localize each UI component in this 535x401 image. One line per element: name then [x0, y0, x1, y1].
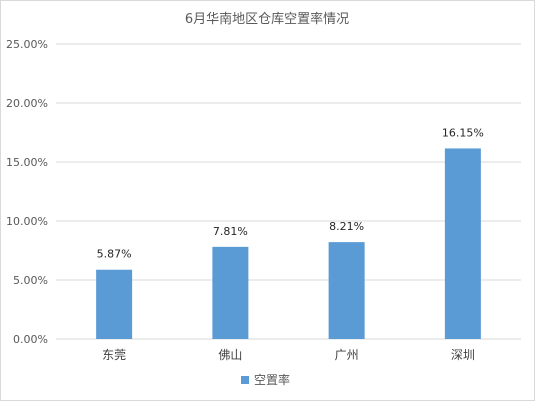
legend-label: 空置率 [254, 372, 290, 387]
bar [444, 148, 481, 339]
data-labels: 5.87% 7.81% 8.21% 16.15% [97, 126, 484, 260]
grid-lines [56, 43, 521, 340]
y-tick-label: 5.00% [13, 274, 48, 287]
y-tick-label: 25.00% [6, 38, 48, 51]
legend-swatch [241, 376, 249, 384]
category-label: 东莞 [102, 348, 126, 362]
y-tick-label: 10.00% [6, 215, 48, 228]
legend: 空置率 [241, 372, 290, 387]
y-tick-label: 20.00% [6, 97, 48, 110]
data-label: 8.21% [329, 220, 364, 233]
category-label: 广州 [335, 348, 359, 362]
data-label: 7.81% [213, 225, 248, 238]
y-axis-tick-labels: 0.00% 5.00% 10.00% 15.00% 20.00% 25.00% [6, 38, 48, 346]
bars [96, 148, 481, 339]
category-label: 佛山 [218, 348, 242, 362]
x-axis-category-labels: 东莞 佛山 广州 深圳 [102, 348, 475, 362]
bar [96, 269, 133, 339]
chart-title: 6月华南地区仓库空置率情况 [185, 11, 349, 27]
bar [212, 246, 249, 339]
data-label: 5.87% [97, 248, 132, 261]
y-tick-label: 0.00% [13, 333, 48, 346]
category-label: 深圳 [451, 348, 475, 362]
y-tick-label: 15.00% [6, 156, 48, 169]
data-label: 16.15% [442, 126, 484, 139]
bar [328, 242, 365, 339]
